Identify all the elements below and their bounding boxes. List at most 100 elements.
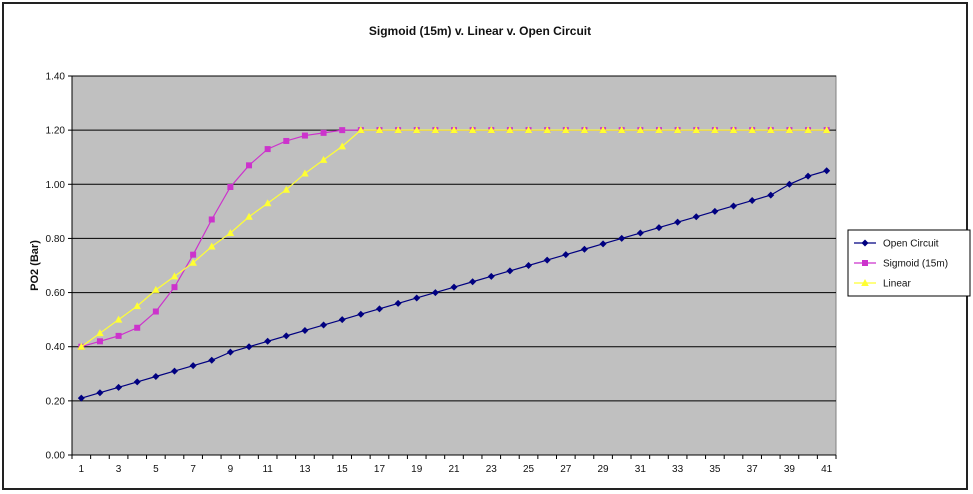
data-point [580, 245, 588, 253]
data-point [692, 126, 701, 134]
data-point [208, 216, 215, 223]
y-tick-label: 1.20 [46, 126, 66, 137]
data-point [152, 285, 160, 293]
x-tick-label: 9 [228, 464, 234, 475]
data-point [450, 126, 458, 134]
data-point [506, 267, 514, 275]
data-point [729, 126, 738, 134]
data-point [96, 329, 104, 337]
x-tick-label: 19 [411, 464, 423, 475]
data-point [785, 126, 794, 134]
data-point [823, 167, 831, 175]
data-point [766, 126, 775, 134]
data-point [338, 142, 346, 150]
y-axis: 0.00 0.20 0.40 0.60 0.80 1.00 1.20 1.40 [46, 72, 73, 462]
data-point [804, 126, 812, 134]
data-point [207, 242, 216, 250]
x-tick-label: 1 [79, 464, 85, 475]
data-point [861, 239, 869, 247]
x-tick-label: 7 [190, 464, 196, 475]
x-tick-label: 25 [523, 464, 535, 475]
legend-label: Open Circuit [883, 239, 939, 250]
data-point [189, 258, 197, 266]
legend-item: Sigmoid (15m) [854, 259, 948, 270]
data-point [636, 126, 645, 134]
data-point [264, 337, 272, 345]
data-point [170, 367, 178, 375]
data-point [861, 279, 869, 286]
data-point [748, 197, 756, 205]
data-point [862, 260, 868, 266]
y-tick-label: 0.80 [46, 234, 66, 245]
data-point [264, 146, 271, 153]
data-point [822, 126, 831, 134]
data-point [77, 342, 86, 350]
data-point [227, 183, 234, 190]
legend-item: Linear [854, 279, 911, 290]
data-point [226, 229, 235, 237]
data-point [487, 126, 496, 134]
data-point [357, 126, 365, 134]
plot-area [71, 75, 837, 456]
data-point [674, 218, 682, 226]
data-point [263, 199, 272, 207]
data-point [655, 126, 663, 134]
data-point [190, 251, 197, 258]
data-point [77, 394, 85, 402]
data-point [283, 137, 290, 144]
x-tick-label: 3 [116, 464, 122, 475]
data-point [171, 284, 178, 291]
x-tick-label: 13 [299, 464, 311, 475]
data-point [711, 126, 719, 134]
y-tick-label: 0.60 [46, 288, 66, 299]
data-point [617, 126, 626, 134]
data-point [562, 126, 570, 134]
x-tick-label: 27 [560, 464, 572, 475]
data-point [114, 315, 123, 323]
series-linear [77, 126, 831, 350]
data-point [189, 362, 197, 370]
chart-title: Sigmoid (15m) v. Linear v. Open Circuit [369, 24, 591, 38]
data-point [468, 126, 477, 134]
data-point [785, 180, 793, 188]
legend: Open Circuit Sigmoid (15m) Linear [847, 229, 971, 297]
x-tick-label: 23 [486, 464, 498, 475]
series-open-circuit [77, 167, 831, 402]
data-point [506, 126, 514, 134]
data-point [599, 126, 607, 134]
data-point [524, 126, 533, 134]
data-point [711, 207, 719, 215]
data-point [246, 162, 253, 169]
x-tick-label: 31 [635, 464, 647, 475]
data-point [319, 155, 328, 163]
data-point [339, 127, 346, 134]
data-point [357, 310, 365, 318]
y-axis-label: PO2 (Bar) [29, 240, 41, 291]
x-tick-label: 11 [262, 464, 273, 475]
data-point [525, 262, 533, 269]
data-point [562, 251, 570, 259]
data-point [133, 302, 142, 310]
data-point [412, 126, 421, 134]
data-point [543, 256, 551, 264]
data-point [767, 191, 775, 199]
data-point [134, 324, 141, 331]
data-point [170, 272, 179, 280]
y-tick-label: 1.00 [46, 180, 66, 191]
data-point [730, 202, 738, 210]
data-point [133, 378, 141, 386]
data-point [543, 126, 551, 134]
x-tick-label: 33 [672, 464, 684, 475]
x-tick-label: 35 [709, 464, 721, 475]
x-axis: 1 3 5 7 9 11 13 15 17 19 21 23 25 27 29 31 33 35 37 39 41 [71, 454, 837, 475]
series-layer [77, 126, 831, 402]
data-point [487, 272, 495, 280]
y-tick-label: 0.40 [46, 342, 66, 353]
data-point [450, 283, 458, 291]
data-point [692, 213, 700, 221]
data-point [152, 372, 160, 380]
data-point [431, 289, 439, 297]
data-point [636, 229, 644, 237]
x-tick-label: 5 [153, 464, 159, 475]
